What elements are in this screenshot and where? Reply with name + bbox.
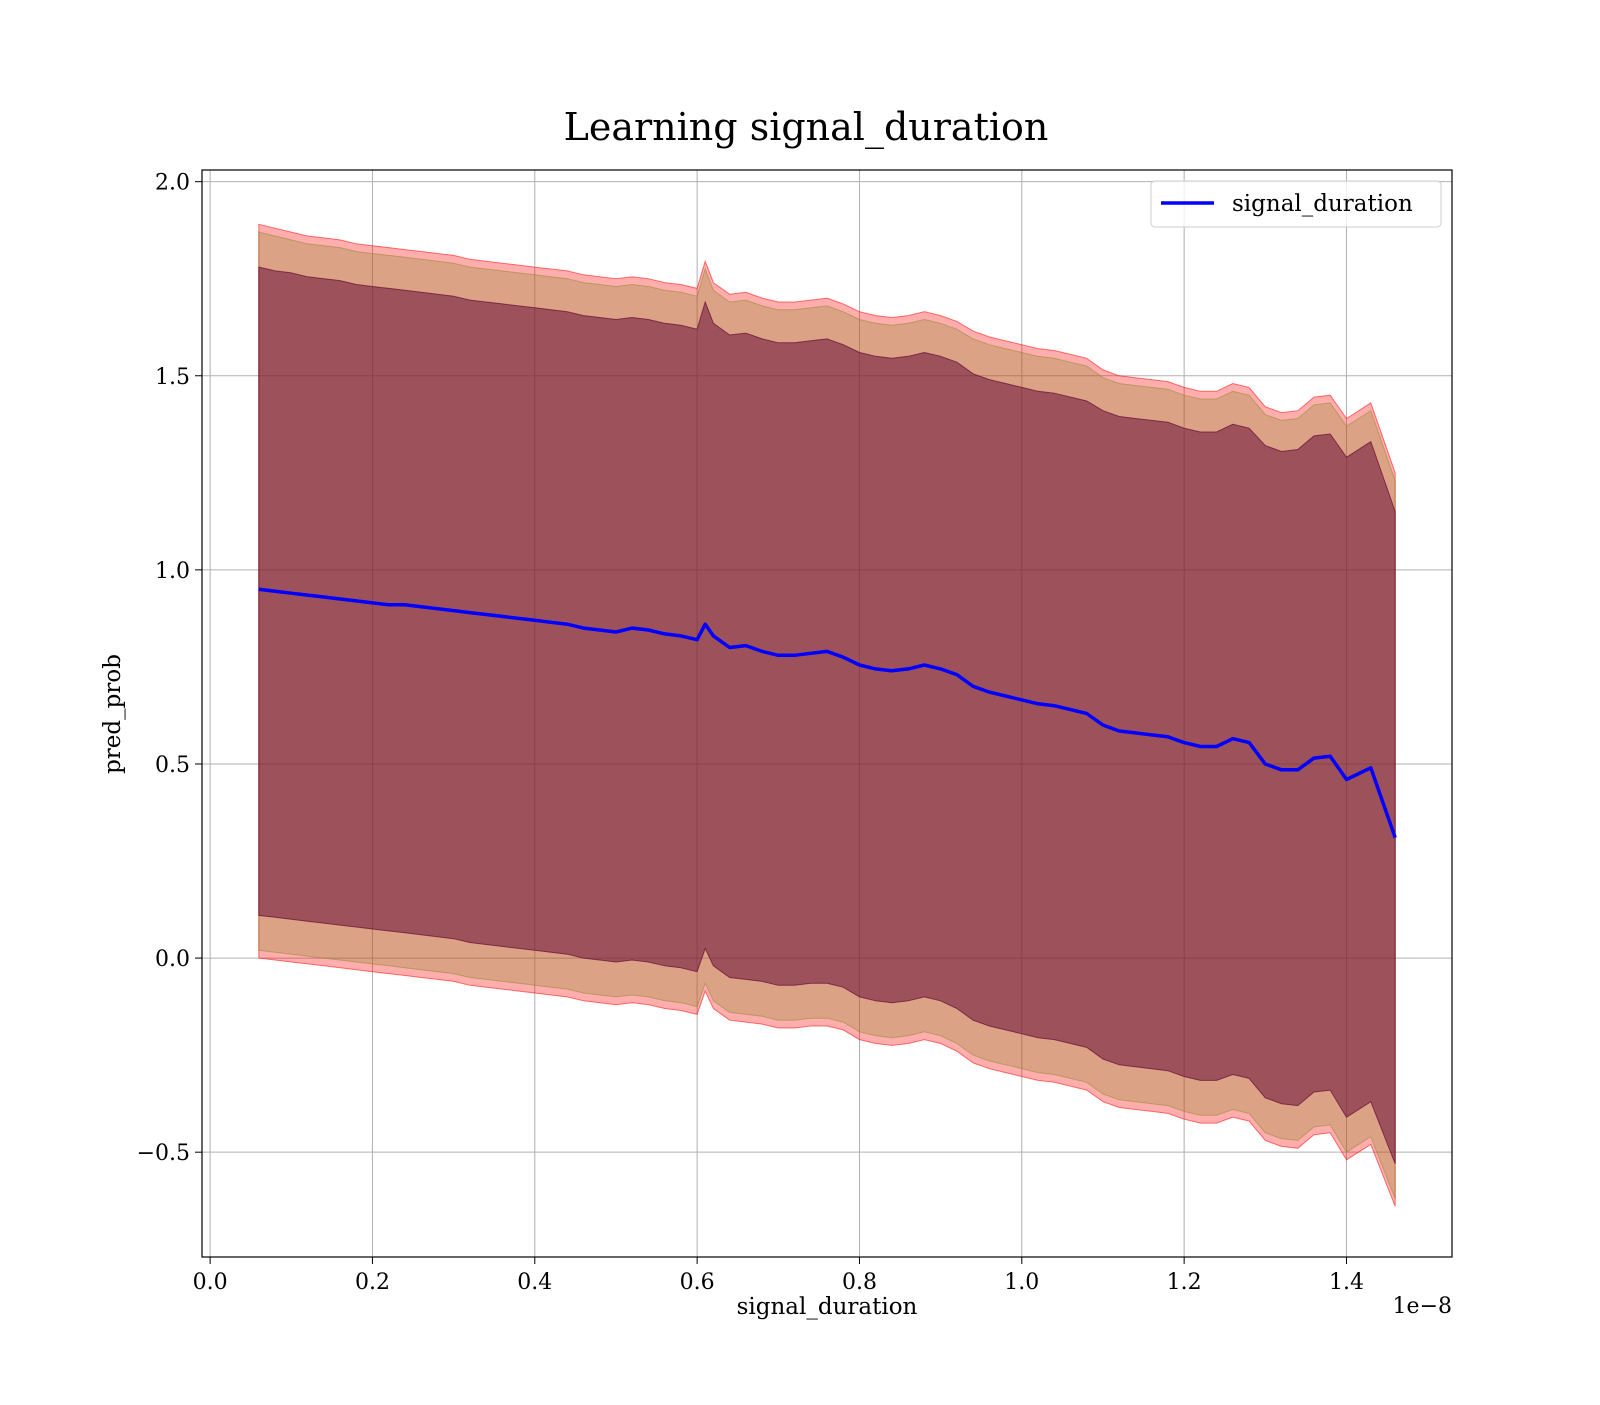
x-tick-label: 0.0 <box>193 1270 228 1295</box>
x-tick-label: 1.0 <box>1004 1270 1039 1295</box>
chart-title: Learning signal_duration <box>564 105 1049 150</box>
y-axis-title: pred_prob <box>100 654 126 774</box>
x-tick-label: 1.2 <box>1167 1270 1202 1295</box>
x-tick-label: 0.8 <box>842 1270 877 1295</box>
x-tick-label: 0.4 <box>517 1270 552 1295</box>
y-tick-label: 1.0 <box>155 559 190 584</box>
series-line-1 <box>258 587 1397 839</box>
x-axis-title: signal_duration <box>737 1294 918 1320</box>
legend-box <box>1150 180 1442 228</box>
tick-layer: 0.0 0.2 0.4 0.6 0.8 1.0 1.2 1.4 −0.5 0.0 0.5 1.0 1.5… <box>137 171 1364 1295</box>
x-axis-offset-label: 1e−8 <box>1393 1294 1452 1319</box>
plot-frame <box>201 169 1453 1258</box>
confidence-band-3 <box>258 266 1396 1164</box>
y-tick-label: −0.5 <box>137 1141 190 1166</box>
band-layer <box>258 223 1396 1207</box>
x-tick-label: 1.4 <box>1329 1270 1364 1295</box>
legend-label: signal_duration <box>1232 191 1413 217</box>
y-tick-label: 0.5 <box>155 753 190 778</box>
x-tick-label: 0.6 <box>680 1270 715 1295</box>
y-tick-label: 1.5 <box>155 365 190 390</box>
x-tick-label: 0.2 <box>355 1270 390 1295</box>
y-tick-label: 2.0 <box>155 171 190 196</box>
y-tick-label: 0.0 <box>155 947 190 972</box>
legend: signal_duration <box>1150 180 1442 228</box>
line-layer <box>258 587 1397 839</box>
